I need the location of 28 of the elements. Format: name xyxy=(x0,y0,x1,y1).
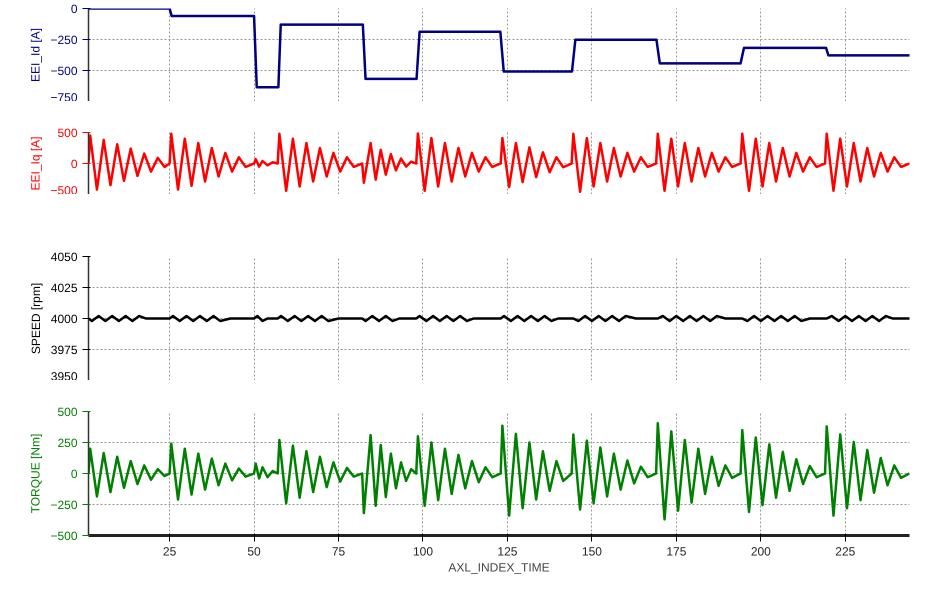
y-tick-label: 250 xyxy=(57,436,78,450)
y-axis-title: EEI_Id [A] xyxy=(28,28,42,82)
y-tick-label: −250 xyxy=(50,498,78,512)
y-tick-label: 0 xyxy=(70,2,78,16)
y-tick-label: 4025 xyxy=(50,281,78,295)
x-tick-label: 100 xyxy=(412,544,434,558)
y-tick-label: 3975 xyxy=(50,343,78,357)
x-tick-label: 75 xyxy=(332,544,346,558)
x-tick-label: 200 xyxy=(750,544,772,558)
y-tick-label: 0 xyxy=(70,157,78,171)
x-tick-label: 125 xyxy=(497,544,518,558)
x-tick-label: 25 xyxy=(162,544,177,558)
y-axis-title: SPEED [rpm] xyxy=(28,282,43,354)
y-tick-label: −500 xyxy=(50,64,78,78)
x-tick-label: 50 xyxy=(247,544,262,558)
x-tick-label: 225 xyxy=(835,544,856,558)
x-axis-title: AXL_INDEX_TIME xyxy=(448,560,550,574)
y-tick-label: 4050 xyxy=(50,250,78,264)
x-tick-label: 150 xyxy=(582,544,602,558)
y-axis-title: TORQUE [Nm] xyxy=(28,434,42,514)
y-tick-label: 0 xyxy=(70,467,78,481)
y-axis-title: EEI_Iq [A] xyxy=(28,136,42,191)
y-tick-label: 500 xyxy=(57,126,78,140)
y-tick-label: 4000 xyxy=(50,312,78,326)
y-tick-label: 500 xyxy=(57,405,78,419)
x-tick-label: 175 xyxy=(666,544,687,558)
y-tick-label: −250 xyxy=(50,33,78,47)
y-tick-label: −500 xyxy=(50,529,78,543)
